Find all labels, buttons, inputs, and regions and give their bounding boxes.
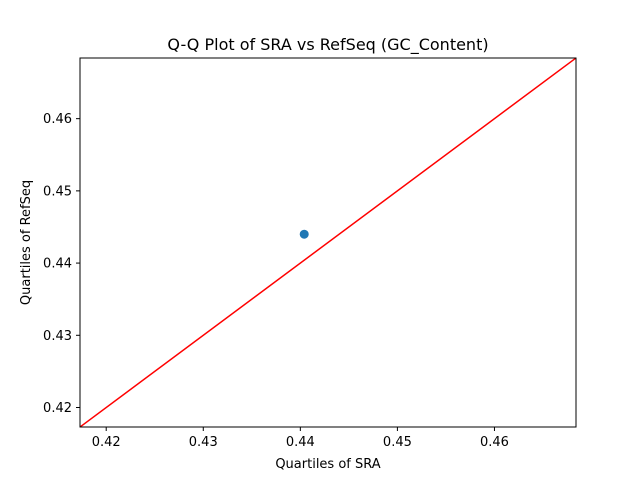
scatter-point — [299, 229, 309, 239]
y-tick-label: 0.42 — [43, 401, 72, 416]
reference-line — [80, 58, 576, 427]
x-tick-label: 0.43 — [189, 435, 218, 450]
y-axis-ticks: 0.42 0.43 0.44 0.45 0.46 — [43, 112, 80, 416]
plot-frame — [79, 57, 577, 428]
x-axis-label: Quartiles of SRA — [275, 457, 380, 472]
y-axis-label: Quartiles of RefSeq — [19, 180, 34, 305]
y-tick-label: 0.43 — [43, 329, 72, 344]
y-tick-label: 0.46 — [43, 112, 72, 127]
x-tick-label: 0.44 — [286, 435, 315, 450]
x-tick-label: 0.46 — [480, 435, 509, 450]
data-marks — [80, 58, 576, 427]
y-tick-label: 0.44 — [43, 257, 72, 272]
x-tick-label: 0.45 — [383, 435, 412, 450]
x-tick-label: 0.42 — [92, 435, 121, 450]
x-axis-ticks: 0.42 0.43 0.44 0.45 0.46 — [92, 427, 509, 450]
plot-area — [79, 57, 577, 428]
chart-title: Q-Q Plot of SRA vs RefSeq (GC_Content) — [167, 35, 488, 55]
y-tick-label: 0.45 — [43, 184, 72, 199]
